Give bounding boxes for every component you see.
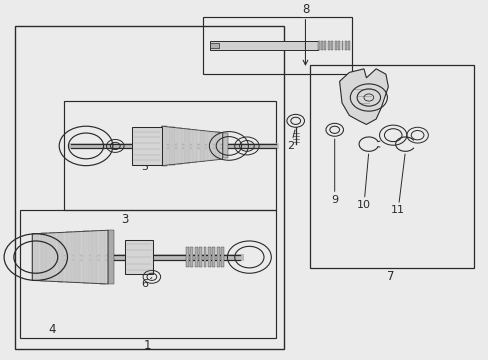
Bar <box>74 232 80 282</box>
Bar <box>216 247 219 267</box>
Bar <box>161 126 166 166</box>
Bar <box>169 127 174 165</box>
Text: 9: 9 <box>330 139 338 205</box>
Text: 10: 10 <box>356 154 370 210</box>
Bar <box>317 41 319 50</box>
Bar <box>32 234 38 280</box>
Bar <box>324 41 326 50</box>
Polygon shape <box>339 69 387 125</box>
Bar <box>207 247 210 267</box>
Polygon shape <box>32 230 108 284</box>
Bar <box>341 41 343 50</box>
Bar <box>190 247 193 267</box>
Bar <box>199 131 204 161</box>
Text: 8: 8 <box>301 3 308 65</box>
Bar <box>210 42 219 48</box>
Bar <box>125 240 153 274</box>
Text: 5: 5 <box>141 157 148 172</box>
Bar <box>177 128 182 164</box>
Bar <box>221 247 224 267</box>
Bar <box>334 41 336 50</box>
Bar <box>49 233 55 281</box>
Bar <box>215 132 220 159</box>
Polygon shape <box>161 126 222 166</box>
Bar <box>222 134 227 158</box>
Bar <box>321 41 323 50</box>
Text: 4: 4 <box>48 323 56 336</box>
Text: 2: 2 <box>286 130 294 151</box>
FancyBboxPatch shape <box>210 41 317 50</box>
Bar <box>82 231 88 283</box>
Bar <box>337 41 339 50</box>
Bar <box>347 41 349 50</box>
Bar <box>132 127 161 165</box>
Text: 1: 1 <box>143 339 150 352</box>
Bar <box>330 41 332 50</box>
Text: 6: 6 <box>141 278 152 289</box>
Bar <box>327 41 329 50</box>
Text: 3: 3 <box>121 213 128 226</box>
Bar <box>203 247 206 267</box>
Bar <box>58 233 63 282</box>
Bar <box>199 247 202 267</box>
Bar <box>108 230 114 284</box>
Bar <box>66 232 72 282</box>
Bar <box>100 231 105 284</box>
Bar <box>207 132 212 160</box>
Bar <box>192 130 197 162</box>
Bar <box>91 231 97 283</box>
Bar <box>185 247 188 267</box>
Bar <box>184 129 189 163</box>
Bar <box>344 41 346 50</box>
Text: 11: 11 <box>390 154 404 216</box>
Bar <box>212 247 215 267</box>
Text: 7: 7 <box>386 270 394 283</box>
Bar <box>41 233 46 281</box>
Bar <box>194 247 197 267</box>
